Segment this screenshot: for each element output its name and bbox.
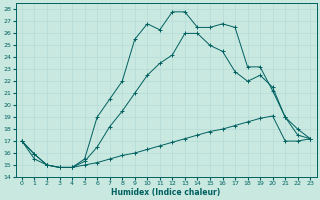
X-axis label: Humidex (Indice chaleur): Humidex (Indice chaleur) — [111, 188, 221, 197]
